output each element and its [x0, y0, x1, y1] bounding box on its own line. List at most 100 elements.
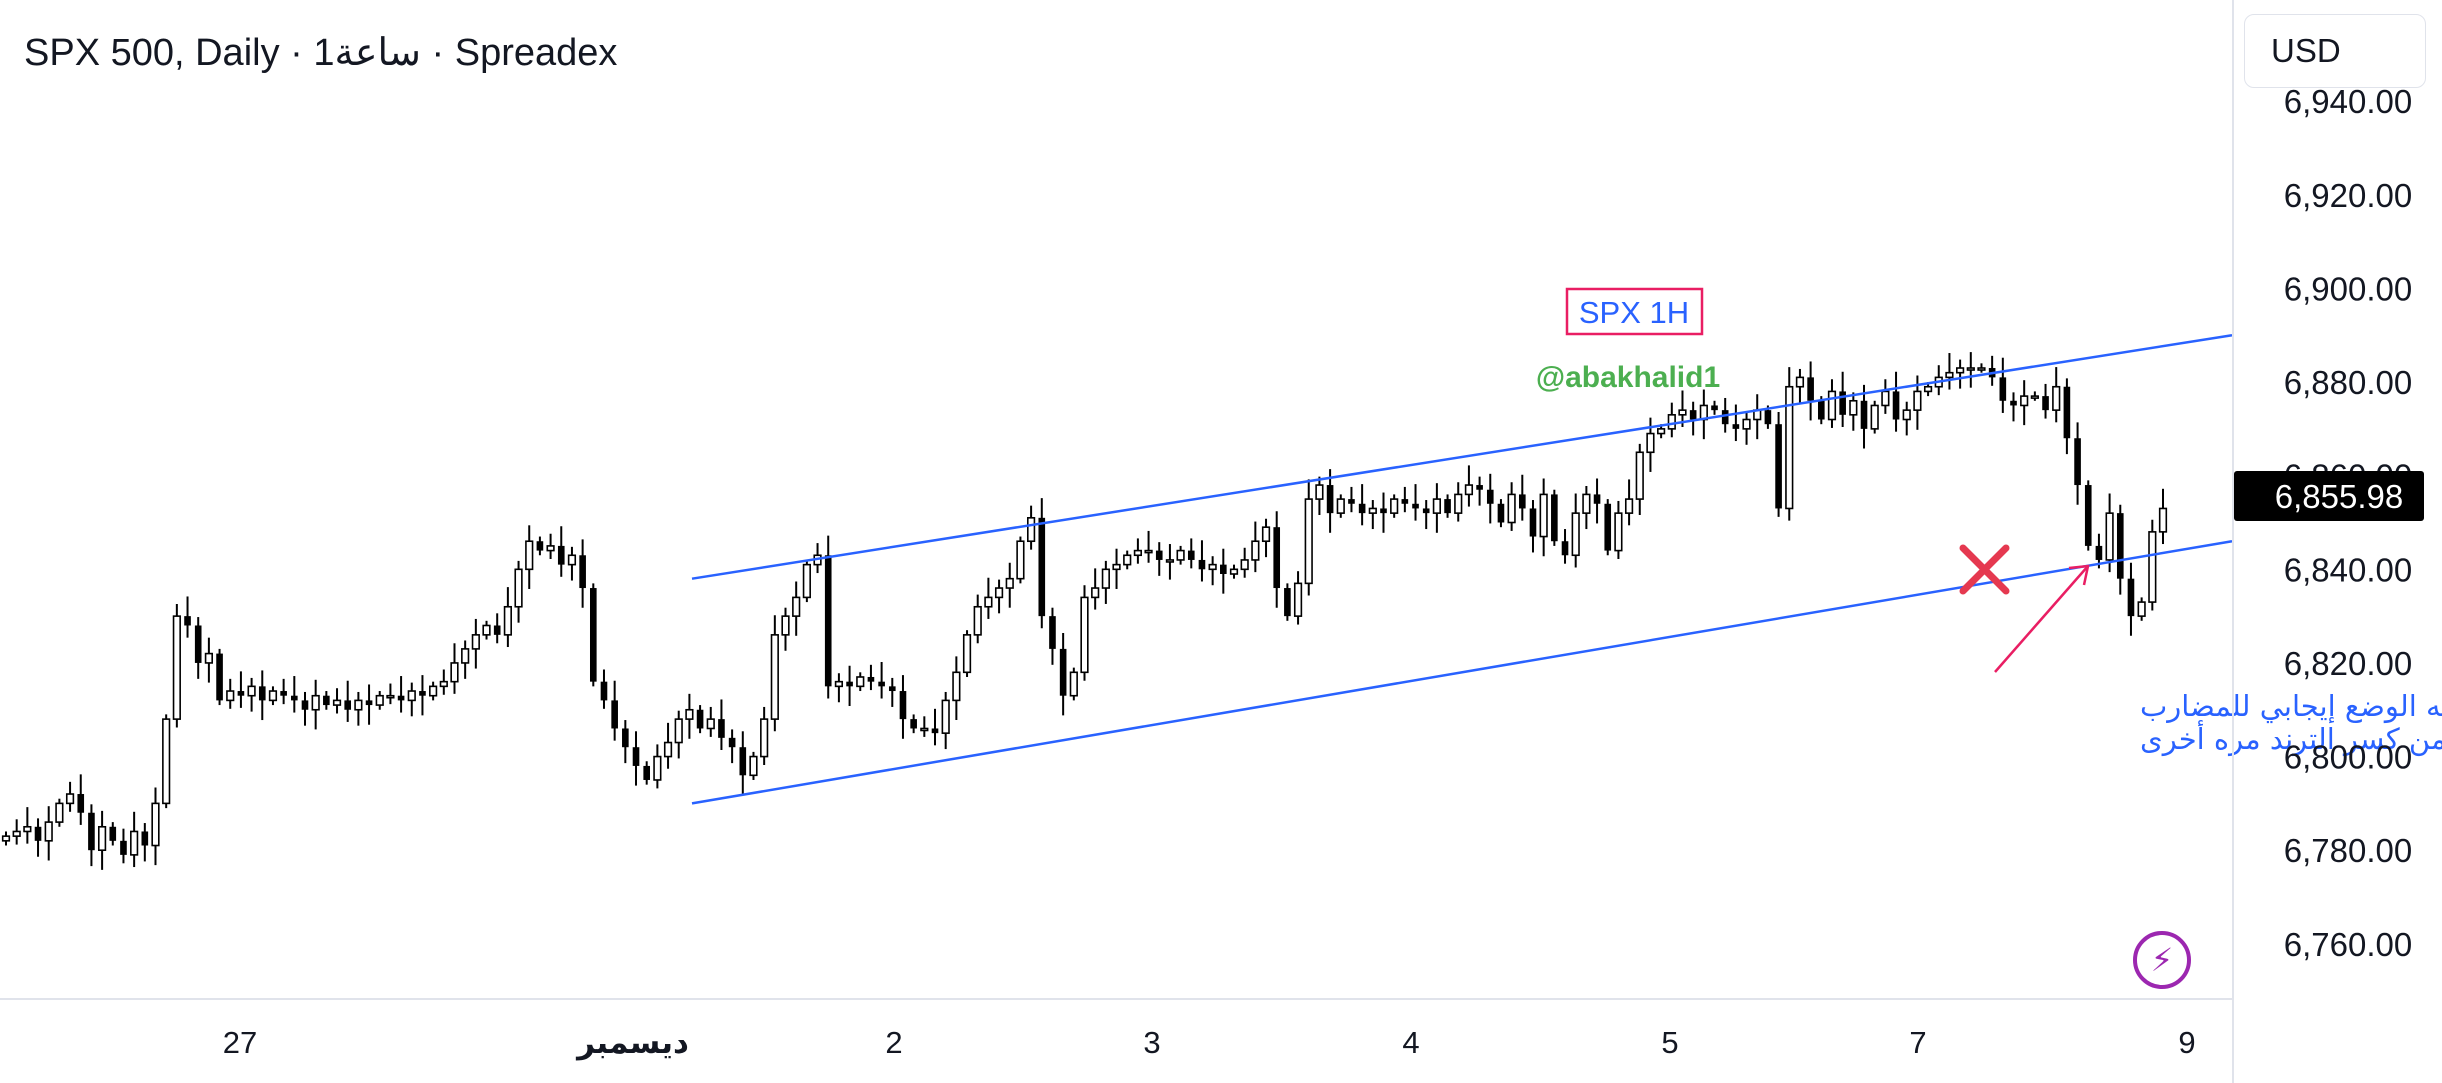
lightning-icon[interactable]: ⚡	[2133, 931, 2191, 989]
candle	[1091, 587, 1100, 599]
currency-button[interactable]: USD	[2244, 14, 2426, 88]
spx-1h-label: SPX 1H	[1579, 295, 1689, 330]
candle	[1229, 568, 1239, 575]
candle	[1711, 405, 1718, 411]
candle	[461, 648, 470, 664]
price-tick-label: 6,780.00	[2284, 832, 2412, 869]
candle	[493, 625, 501, 635]
candle	[1049, 616, 1056, 649]
candle	[525, 540, 534, 571]
handle-watermark: @abakhalid1	[1536, 361, 1720, 394]
candle	[1764, 410, 1772, 425]
candle	[55, 802, 64, 823]
candle	[1315, 484, 1324, 500]
x-mark-icon	[1959, 544, 2010, 595]
time-tick-label: 27	[223, 1025, 257, 1060]
candle	[856, 676, 865, 688]
candle	[151, 802, 160, 847]
candle	[1304, 498, 1313, 585]
candle	[973, 605, 982, 636]
candle	[344, 700, 352, 710]
candle	[536, 541, 544, 551]
candle	[2042, 396, 2049, 411]
candle	[120, 840, 127, 855]
price-axis[interactable]: 6,760.00 6,780.00 6,800.00 6,820.00 6,840.00…	[2284, 83, 2412, 963]
candle	[1582, 493, 1591, 514]
last-price-label: 6,855.98	[2275, 478, 2403, 515]
candle	[1422, 508, 1430, 514]
trend-channel-upper-line[interactable]	[691, 334, 2233, 580]
candle	[589, 588, 597, 682]
candle	[1529, 508, 1537, 537]
last-price-tag: 6,855.98	[2234, 471, 2424, 521]
time-tick-label: 9	[2178, 1025, 2195, 1060]
candle	[1251, 540, 1260, 561]
candle	[1401, 499, 1409, 504]
candle	[1775, 424, 1782, 509]
candle	[718, 719, 725, 738]
candle	[12, 830, 21, 837]
candle	[1444, 499, 1451, 514]
candle	[685, 708, 694, 720]
time-tick-label: 7	[1909, 1025, 1926, 1060]
candle	[1518, 494, 1526, 509]
candle	[1476, 485, 1483, 490]
candle	[1368, 507, 1377, 514]
candle	[867, 676, 875, 682]
candle	[311, 694, 320, 711]
candle	[23, 825, 32, 833]
candle	[824, 555, 832, 687]
candle	[1059, 648, 1067, 696]
time-axis[interactable]: 27 ديسمبر 2 3 4 5 7 9	[223, 1025, 2196, 1061]
time-tick-label: 2	[885, 1025, 902, 1060]
candle	[1732, 424, 1740, 429]
candle	[1913, 390, 1922, 411]
candle	[1220, 564, 1227, 574]
candle	[130, 830, 139, 856]
candle	[663, 741, 673, 758]
candle	[109, 826, 117, 841]
candle	[1667, 414, 1676, 430]
candle	[2148, 531, 2157, 603]
candle	[2095, 545, 2103, 560]
candle	[226, 690, 235, 702]
candle	[1657, 428, 1666, 435]
candle	[1133, 549, 1143, 557]
candle	[952, 671, 961, 702]
candle	[365, 700, 373, 706]
drawings-layer: SPX 1H @abakhalid1 كسر الترند كسر وهمي و…	[691, 287, 2442, 805]
candle	[1999, 377, 2007, 401]
candle	[1198, 559, 1206, 570]
annotation-note-line2: خلك حذر من كسر الترند مره أخرى	[2140, 719, 2442, 756]
price-tick-label: 6,940.00	[2284, 83, 2412, 120]
candle	[1454, 493, 1463, 514]
candle	[141, 831, 149, 846]
time-tick-label: 5	[1661, 1025, 1678, 1060]
candle	[1817, 400, 1825, 420]
candle	[1080, 596, 1089, 674]
candles-layer	[1, 352, 2168, 870]
candle	[1432, 498, 1441, 514]
candle	[643, 765, 651, 780]
candle	[1016, 540, 1025, 580]
candle	[268, 690, 278, 702]
spx-1h-label-box[interactable]	[1565, 287, 1704, 336]
candle	[1486, 489, 1494, 504]
candle	[600, 681, 608, 701]
candle	[2127, 578, 2135, 617]
trend-channel-lower-line[interactable]	[691, 539, 2233, 805]
candle	[1187, 550, 1195, 560]
candle	[514, 568, 523, 608]
candle	[739, 747, 747, 776]
candle	[611, 700, 618, 729]
candle	[632, 747, 640, 766]
candle	[1614, 512, 1623, 552]
chart-title: SPX 500, Daily · 1ساعة · Spreadex	[24, 32, 618, 74]
candle	[802, 563, 811, 599]
candle	[291, 695, 298, 701]
candle	[1892, 391, 1900, 420]
candle	[2158, 507, 2168, 533]
candle	[34, 826, 42, 841]
candle	[920, 727, 929, 732]
candle	[557, 545, 565, 565]
